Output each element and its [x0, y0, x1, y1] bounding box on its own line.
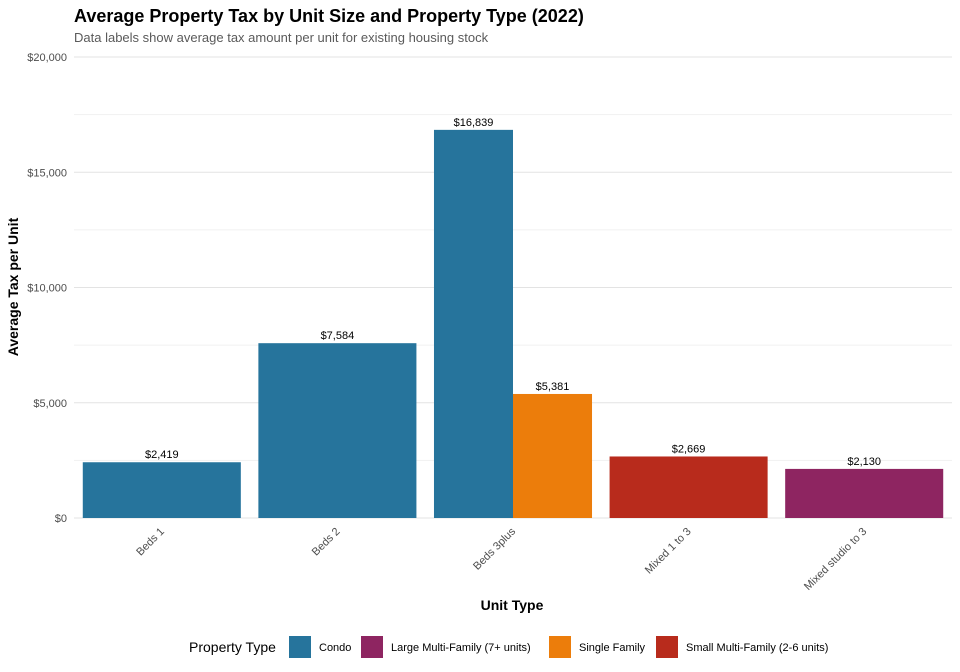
y-tick-label: $10,000 — [27, 283, 67, 295]
y-axis-title: Average Tax per Unit — [5, 217, 21, 356]
y-tick-label: $5,000 — [33, 398, 67, 410]
bar-single-family — [513, 393, 593, 518]
legend-swatch-condo — [289, 636, 311, 658]
bar-small-multi-family-2-6-units — [609, 456, 768, 518]
x-axis-tick-labels: Beds 1 Beds 2 Beds 3plus Mixed 1 to 3 Mixed … — [134, 525, 869, 593]
legend-swatch-single-family — [549, 636, 571, 658]
legend-title: Property Type — [189, 639, 276, 655]
x-axis-title: Unit Type — [481, 597, 544, 613]
data-labels: $2,419 $7,584 $16,839 $5,381 $2,669 $2,130 — [145, 117, 881, 468]
x-tick-label: Mixed studio to 3 — [802, 526, 869, 593]
y-tick-label: $0 — [55, 513, 67, 525]
data-label: $16,839 — [454, 117, 494, 129]
data-label: $2,130 — [847, 456, 881, 468]
bar-large-multi-family-7-units — [785, 468, 944, 518]
data-label: $7,584 — [321, 330, 355, 342]
x-tick-label: Beds 1 — [134, 526, 167, 559]
legend: Property Type Condo Large Multi-Family (7… — [189, 636, 828, 658]
bar-condo — [433, 129, 513, 518]
legend-label: Small Multi-Family (2-6 units) — [686, 642, 828, 654]
bars — [82, 129, 944, 518]
x-tick-label: Beds 2 — [310, 526, 343, 559]
chart-subtitle: Data labels show average tax amount per … — [74, 30, 489, 45]
x-tick-label: Mixed 1 to 3 — [643, 526, 694, 577]
y-tick-label: $20,000 — [27, 52, 67, 64]
y-axis-tick-labels: $0 $5,000 $10,000 $15,000 $20,000 — [27, 52, 67, 525]
legend-label: Single Family — [579, 642, 646, 654]
data-label: $2,419 — [145, 449, 179, 461]
legend-swatch-large-multi-family-7-units — [361, 636, 383, 658]
chart-title: Average Property Tax by Unit Size and Pr… — [74, 6, 584, 26]
legend-label: Large Multi-Family (7+ units) — [391, 642, 531, 654]
legend-swatch-small-multi-family-2-6-units — [656, 636, 678, 658]
bar-condo — [258, 343, 417, 518]
data-label: $2,669 — [672, 443, 706, 455]
data-label: $5,381 — [536, 381, 570, 393]
x-tick-label: Beds 3plus — [471, 525, 518, 572]
bar-condo — [82, 462, 241, 518]
y-tick-label: $15,000 — [27, 167, 67, 179]
legend-label: Condo — [319, 642, 351, 654]
